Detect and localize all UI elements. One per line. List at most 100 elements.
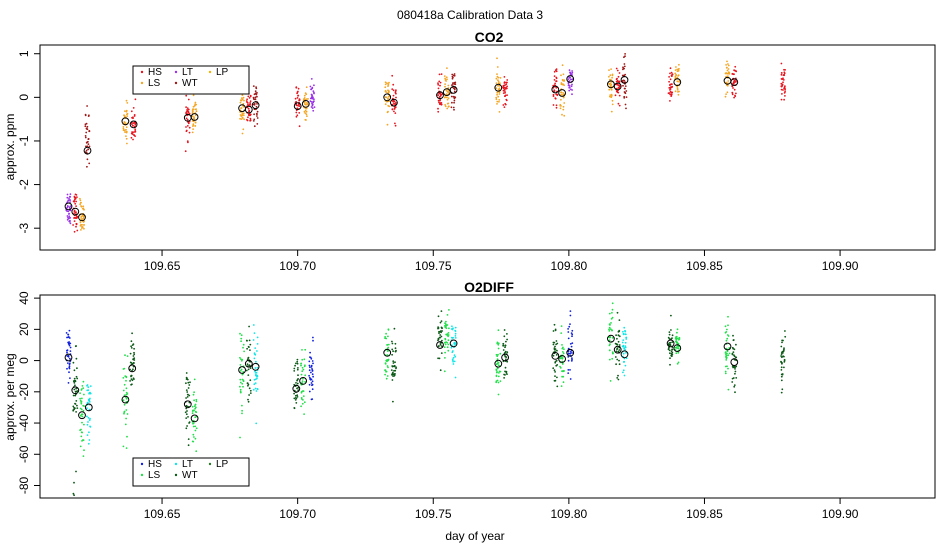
data-point [555, 104, 558, 107]
data-point [780, 391, 783, 394]
data-point [192, 440, 195, 443]
data-point [563, 84, 565, 87]
data-point [780, 62, 783, 65]
data-point [387, 328, 390, 331]
data-point [784, 87, 786, 90]
data-point [437, 327, 439, 330]
data-point [556, 342, 559, 345]
data-point [82, 387, 85, 389]
data-point [87, 389, 90, 392]
data-point [74, 403, 77, 405]
data-point [185, 372, 188, 374]
data-point [445, 76, 448, 79]
x-tick-label: 109.85 [686, 507, 723, 521]
data-point [782, 81, 784, 84]
data-point [303, 365, 306, 368]
data-point [256, 95, 258, 98]
data-point [308, 360, 311, 363]
mean-marker [301, 100, 310, 108]
data-point [297, 90, 299, 93]
data-point [670, 74, 673, 77]
data-point [132, 355, 135, 357]
legend-label: LT [182, 67, 193, 78]
legend-label: WT [182, 470, 198, 481]
data-point [622, 339, 625, 341]
data-point [669, 341, 672, 344]
data-point [562, 108, 565, 111]
data-point [616, 69, 619, 72]
data-point [309, 351, 311, 354]
data-point [296, 379, 298, 382]
data-point [67, 336, 70, 338]
data-point [123, 129, 126, 132]
data-point [614, 356, 617, 358]
data-point [188, 394, 191, 397]
data-point [734, 358, 736, 361]
data-point [725, 339, 728, 342]
x-tick-label: 109.80 [551, 259, 588, 273]
data-point [556, 364, 559, 366]
data-point [75, 390, 77, 393]
data-point [239, 385, 241, 388]
data-point [615, 334, 617, 337]
data-point [186, 109, 188, 111]
data-point [667, 92, 670, 95]
data-point [82, 455, 85, 457]
data-point [242, 114, 245, 117]
data-point [670, 71, 673, 74]
data-point [734, 391, 736, 394]
data-point [727, 75, 729, 77]
data-point [125, 393, 128, 396]
data-point [783, 98, 785, 101]
data-point [134, 128, 137, 131]
data-point [734, 368, 736, 370]
data-point [88, 391, 91, 394]
data-point [611, 311, 613, 314]
data-point [496, 360, 499, 363]
data-point [676, 70, 679, 73]
data-point [253, 125, 256, 128]
data-point [439, 102, 441, 105]
data-point [782, 74, 785, 77]
mean-marker [244, 105, 253, 114]
data-point [671, 73, 674, 76]
data-point [616, 343, 618, 346]
data-point [506, 373, 508, 375]
data-point [609, 94, 612, 96]
data-point [386, 360, 388, 363]
data-point [780, 78, 783, 80]
data-point [126, 142, 128, 145]
data-point [253, 332, 256, 334]
data-point [676, 347, 678, 350]
data-point [617, 340, 620, 343]
data-point [81, 421, 83, 424]
mean-marker [251, 101, 260, 110]
data-point [249, 117, 252, 120]
data-point [129, 380, 132, 382]
data-point [193, 391, 196, 394]
data-point [618, 81, 621, 83]
o2diff-ylabel: approx. per meg [3, 353, 17, 440]
data-point [781, 341, 783, 344]
data-point [308, 374, 310, 377]
data-point [454, 326, 457, 329]
data-point [446, 67, 448, 69]
data-point [73, 377, 76, 380]
data-point [439, 93, 442, 95]
data-point [195, 398, 198, 401]
data-point [67, 355, 70, 358]
data-point [495, 353, 498, 356]
data-point [554, 371, 556, 373]
data-point [130, 347, 133, 349]
data-point [560, 93, 562, 96]
data-point [395, 366, 397, 369]
o2diff-title: O2DIFF [464, 279, 514, 295]
data-point [308, 369, 311, 372]
data-point [252, 103, 255, 106]
mean-marker [121, 395, 130, 404]
y-tick-label: 0 [17, 357, 31, 364]
data-point [194, 103, 197, 105]
data-point [614, 342, 617, 345]
data-point [384, 90, 387, 93]
